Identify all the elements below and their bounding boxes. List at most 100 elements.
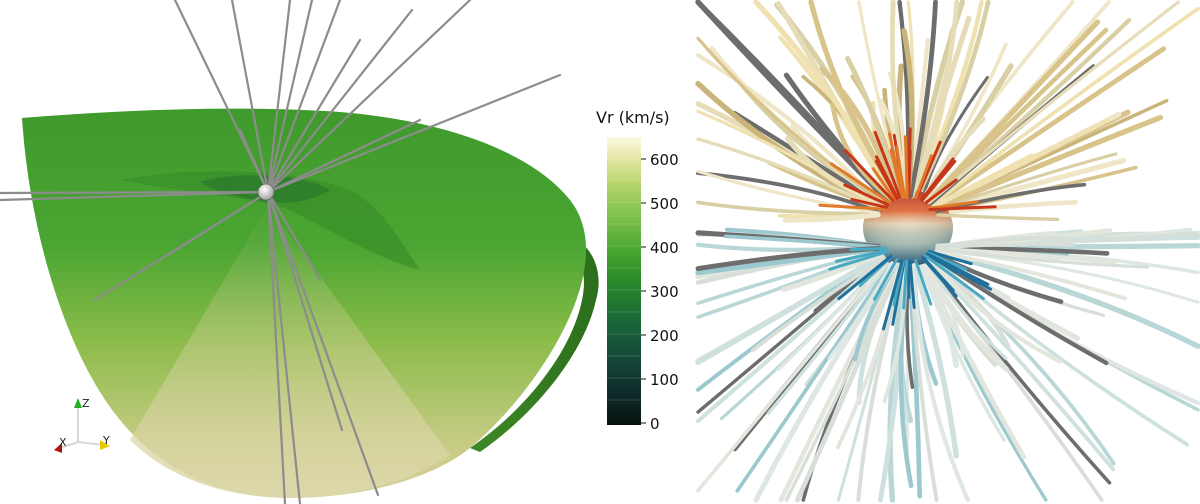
streamline-hot [928,205,997,211]
streamline [753,261,898,503]
x-axis-label: X [59,436,67,449]
streamline [696,171,881,214]
colorbar-tick-label: 400 [650,239,679,257]
streamline [908,0,938,199]
streamline-hot [895,145,906,199]
streamline-hot [873,130,902,200]
streamline-cool [927,250,973,266]
streamline [795,262,902,503]
streamline [887,263,910,503]
streamline-hot [871,167,897,201]
streamline [935,199,1078,216]
streamline-cool [906,259,911,300]
streamline [926,258,1116,472]
streamline [926,19,1101,205]
streamline [933,249,1200,349]
streamline-hot [843,183,890,207]
colorbar-tick-label: 600 [650,151,679,169]
colorbar: Vr (km/s) 600 500 400 300 [596,108,679,433]
streamline-hot [903,135,909,199]
streamline-hot [850,197,888,209]
streamline-hot [818,203,888,211]
streamline-cool [921,256,958,298]
sun-sphere [257,183,275,201]
streamline [928,256,1062,364]
colorbar-tick-label: 100 [650,371,679,389]
streamline [931,153,1035,209]
streamline-hot [920,159,957,202]
streamline-cool [926,252,990,286]
colorbar-bar [607,137,641,425]
streamline-cool [908,259,916,309]
streamline [930,46,1167,208]
streamline [751,256,886,352]
streamline-cool [873,257,899,301]
streamline [696,109,882,211]
slice-dark-band [120,171,420,270]
colorbar-tick-label: 0 [650,415,660,433]
colorbar-tick-label: 500 [650,195,679,213]
streamline-hot [829,162,892,205]
streamline [766,260,892,415]
streamline-cool [837,254,893,301]
streamline [910,263,970,503]
streamline [936,213,1060,222]
right-panel [695,0,1200,503]
streamline [933,114,1163,211]
streamline-hot [928,200,979,210]
y-axis-arrow [100,440,110,450]
streamline-hot [843,148,895,202]
streamline-cool [926,251,968,271]
streamline [909,0,960,199]
colorbar-tick-marks [641,158,646,424]
colorbar-title: Vr (km/s) [596,108,670,127]
field-lines [0,0,562,504]
streamline [781,251,884,293]
streamline [934,152,1118,212]
streamline-cool [828,250,889,271]
streamline [915,262,959,368]
streamline [695,255,886,423]
z-axis-label: Z [82,397,90,410]
streamline [723,234,880,249]
streamline [695,252,885,365]
streamline-hot [874,159,899,201]
streamline-cool [849,246,888,252]
streamline [782,212,881,223]
streamline [696,36,886,206]
streamline-hot [889,149,904,199]
colorbar-bands [607,157,641,401]
streamline-cool [882,259,904,331]
streamline [934,250,1127,301]
streamline [923,259,1009,372]
streamline [924,260,1008,361]
streamline-hot [924,178,958,204]
streamline [936,230,1200,248]
streamline-cool [902,259,909,310]
x-axis-arrow [54,443,62,453]
left-panel: Z Y X [0,0,599,504]
streamline [696,169,880,215]
streamline-cool [914,258,933,306]
streamline [936,247,1149,269]
colorbar-tick-label: 200 [650,327,679,345]
streamline [931,6,1200,207]
streamline [735,260,893,493]
streamline-cool [834,249,888,263]
streamline-hot [907,149,912,199]
streamlines-front [695,0,1200,503]
streamline-cool [924,254,985,301]
streamline [925,259,1112,485]
z-axis-arrow [74,398,82,408]
streamline [696,200,881,216]
orientation-triad: Z Y X [54,397,110,453]
streamline [911,262,959,459]
streamline [696,259,890,493]
streamline [920,75,989,201]
slice-light-wedge [130,205,450,498]
streamline-hot [914,154,933,200]
y-axis-label: Y [102,434,110,447]
streamline [928,0,1180,204]
colorbar-tick-label: 300 [650,283,679,301]
